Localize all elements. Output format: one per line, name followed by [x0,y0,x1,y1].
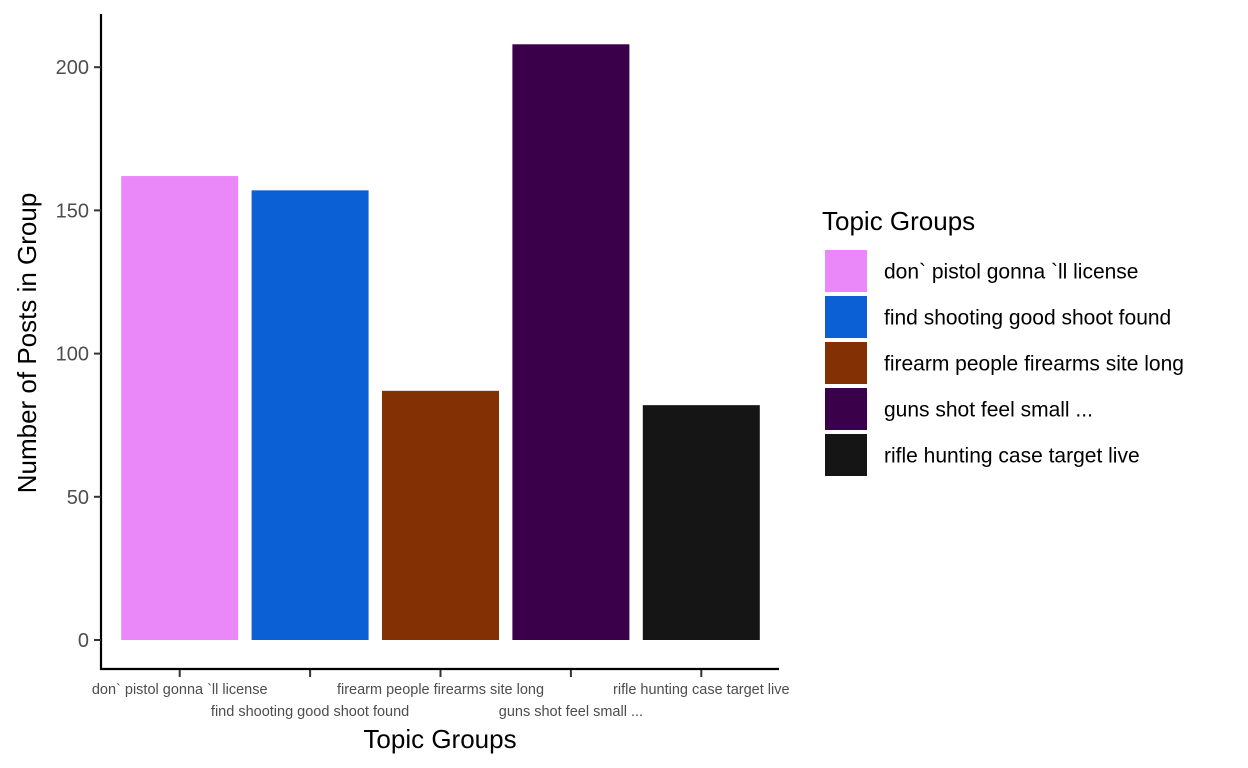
y-tick-label: 100 [56,344,89,366]
plot-area [121,44,760,641]
legend-label: don` pistol gonna `ll license [884,261,1138,284]
legend-title: Topic Groups [822,206,975,236]
x-tick-label: guns shot feel small ... [499,704,643,720]
y-tick-label: 200 [56,57,89,79]
legend-key [825,342,867,384]
legend-key [825,250,867,292]
y-tick-label: 0 [78,630,89,652]
legend-label: guns shot feel small ... [884,399,1093,422]
legend-label: find shooting good shoot found [884,307,1171,330]
bar [512,44,630,640]
x-tick-label: rifle hunting case target live [613,682,790,698]
bar [382,390,499,640]
x-tick-label: find shooting good shoot found [211,704,409,720]
legend-key [825,388,867,430]
legend: Topic Groups don` pistol gonna `ll licen… [822,206,1184,476]
legend-key [825,434,867,476]
axes: 0 50 100 150 200 don` pistol gonna `ll licens… [56,14,790,720]
x-tick-label: don` pistol gonna `ll license [92,682,268,698]
bar [121,176,239,641]
bar [251,190,369,641]
y-tick-label: 50 [67,487,89,509]
y-axis-title: Number of Posts in Group [12,193,42,494]
x-tick-label: firearm people firearms site long [337,682,544,698]
legend-label: firearm people firearms site long [884,353,1184,376]
y-tick-label: 150 [56,200,89,222]
bar [642,405,760,640]
legend-label: rifle hunting case target live [884,445,1140,468]
x-axis-title: Topic Groups [363,724,516,754]
legend-key [825,296,867,338]
